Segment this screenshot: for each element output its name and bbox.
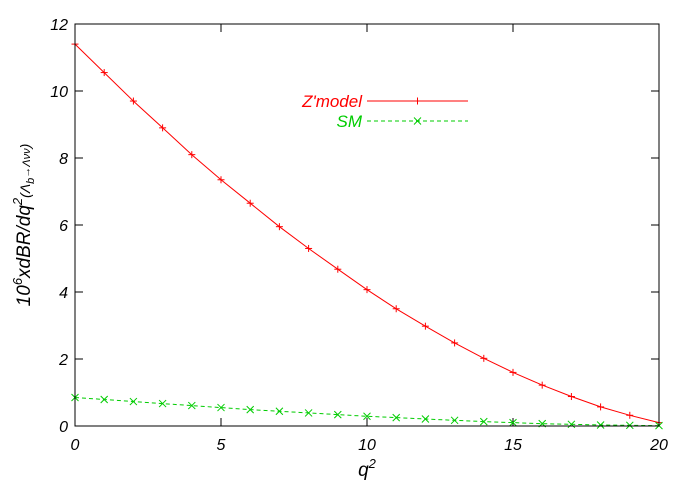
y-tick-label: 6 — [59, 218, 68, 235]
data-point — [159, 124, 167, 132]
data-point — [597, 403, 605, 411]
x-tick-label: 15 — [504, 437, 522, 454]
data-point — [246, 199, 254, 207]
legend-label: SM — [337, 112, 363, 131]
tick-labels: 0 5 10 15 20 0 2 4 6 8 10 12 — [50, 17, 668, 454]
data-point — [100, 69, 108, 77]
data-point — [596, 421, 605, 429]
y-tick-label: 8 — [59, 151, 68, 168]
series-layer — [71, 40, 663, 430]
y-tick-label: 10 — [50, 84, 68, 101]
data-point — [451, 339, 459, 347]
data-point — [421, 415, 430, 423]
data-point — [246, 405, 255, 414]
data-point — [363, 412, 371, 421]
data-point — [480, 354, 488, 362]
y-tick-label: 0 — [59, 419, 68, 436]
y-title-part-e: (Λ — [17, 184, 33, 198]
y-title-part-c: xdBR/dq — [14, 205, 35, 279]
x-tick-label: 5 — [217, 437, 226, 454]
legend-label: Z'model — [301, 92, 363, 111]
data-point — [509, 368, 517, 376]
data-point — [363, 286, 371, 294]
series-sm — [71, 393, 663, 430]
data-point — [567, 393, 575, 401]
x-tick-label: 10 — [358, 437, 376, 454]
data-point — [304, 409, 313, 417]
data-point — [158, 399, 167, 408]
axis-ticks — [74, 23, 660, 427]
y-title-part-a: 10 — [14, 285, 35, 307]
data-point — [333, 410, 342, 419]
data-point — [334, 265, 342, 273]
data-point — [450, 416, 459, 425]
x-axis-title-main: q — [358, 460, 369, 481]
data-point — [217, 176, 225, 184]
y-tick-label: 4 — [59, 285, 68, 302]
legend-marker — [413, 117, 422, 125]
data-point — [567, 420, 576, 429]
data-point — [305, 244, 313, 252]
data-point — [217, 403, 225, 412]
y-tick-label: 12 — [50, 17, 68, 34]
y-title-part-b: 6 — [10, 277, 25, 285]
x-axis-title: q2 — [358, 456, 377, 481]
y-title-part-d: 2 — [10, 197, 25, 206]
y-tick-label: 2 — [58, 352, 68, 369]
y-title-part-h: ) — [17, 144, 33, 151]
data-point — [421, 322, 429, 330]
legend-marker — [414, 97, 421, 105]
data-point — [129, 397, 138, 406]
data-point — [625, 421, 634, 430]
data-point — [188, 151, 196, 159]
series-z-model — [71, 40, 663, 427]
x-tick-label: 20 — [649, 437, 668, 454]
data-point — [626, 411, 634, 419]
y-title-part-f: b — [25, 178, 37, 184]
y-axis-title: 106xdBR/dq2(Λb→Λνν) — [10, 144, 37, 307]
data-point — [392, 305, 400, 313]
x-axis-title-sup: 2 — [368, 456, 377, 471]
data-point — [129, 97, 137, 105]
data-point — [275, 223, 283, 231]
data-point — [509, 418, 517, 427]
data-point — [392, 413, 401, 422]
data-point — [538, 381, 546, 389]
x-tick-label: 0 — [71, 437, 80, 454]
data-point — [187, 401, 196, 410]
plot-frame — [74, 23, 660, 427]
data-point — [275, 407, 284, 416]
data-point — [479, 417, 488, 426]
data-point — [100, 395, 109, 404]
y-title-part-g: →Λνν — [21, 148, 33, 178]
